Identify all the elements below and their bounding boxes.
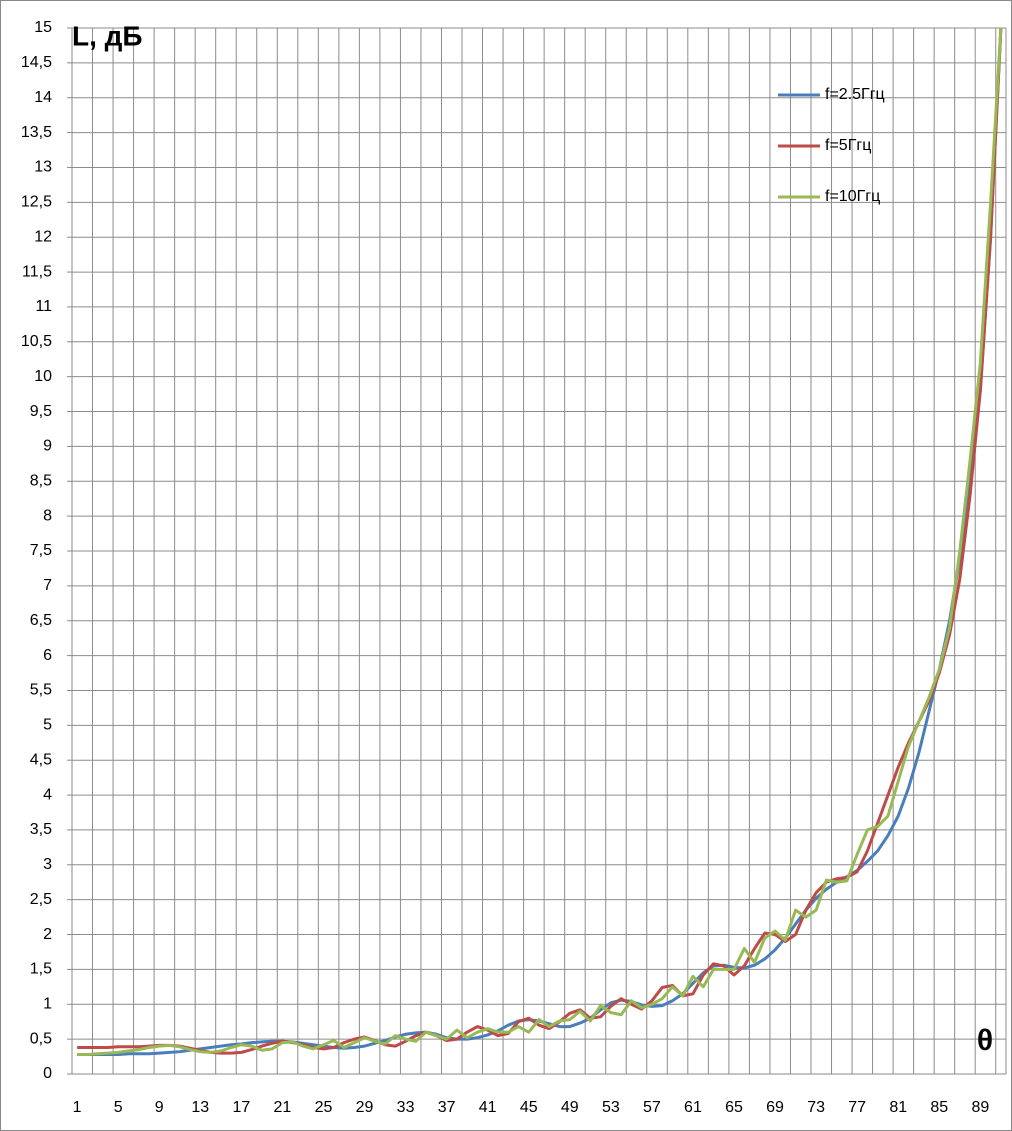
x-axis-label: θ [977, 1024, 993, 1057]
x-tick-label: 45 [520, 1099, 538, 1116]
x-tick-label: 37 [438, 1099, 456, 1116]
x-tick-label: 89 [971, 1099, 989, 1116]
x-tick-label: 77 [848, 1099, 866, 1116]
legend-label: f=10Ггц [825, 188, 880, 205]
y-tick-label: 7,5 [30, 542, 52, 559]
x-tick-label: 85 [930, 1099, 948, 1116]
y-tick-label: 3 [43, 856, 52, 873]
x-tick-label: 5 [114, 1099, 123, 1116]
x-tick-label: 21 [274, 1099, 292, 1116]
x-tick-label: 57 [643, 1099, 661, 1116]
x-tick-label: 13 [191, 1099, 209, 1116]
x-tick-label: 53 [602, 1099, 620, 1116]
y-tick-label: 8 [43, 507, 52, 524]
y-tick-label: 12 [34, 228, 52, 245]
x-tick-label: 61 [684, 1099, 702, 1116]
legend-label: f=5Ггц [825, 137, 871, 154]
series-line [77, 27, 1003, 1056]
y-tick-label: 14,5 [21, 54, 52, 71]
x-tick-label: 33 [397, 1099, 415, 1116]
y-tick-label: 4 [43, 786, 52, 803]
y-tick-label: 5,5 [30, 682, 52, 699]
y-tick-label: 10 [34, 368, 52, 385]
x-tick-label: 81 [889, 1099, 907, 1116]
y-tick-label: 11 [35, 298, 52, 315]
y-tick-label: 11,5 [22, 263, 52, 280]
y-tick-label: 0,5 [30, 1030, 52, 1047]
legend-label: f=2.5Ггц [825, 86, 885, 103]
x-tick-label: 73 [807, 1099, 825, 1116]
y-tick-label: 1 [43, 995, 52, 1012]
y-tick-label: 9 [43, 438, 52, 455]
y-tick-label: 5 [43, 717, 52, 734]
y-tick-label: 2 [43, 926, 52, 943]
y-tick-label: 2,5 [30, 891, 52, 908]
y-tick-label: 3,5 [30, 821, 52, 838]
y-tick-label: 7 [43, 577, 52, 594]
y-axis-label: L, дБ [72, 20, 143, 51]
x-tick-label: 9 [155, 1099, 164, 1116]
x-tick-label: 1 [73, 1099, 82, 1116]
x-tick-label: 17 [232, 1099, 250, 1116]
x-tick-label: 49 [561, 1099, 579, 1116]
y-tick-label: 6,5 [30, 612, 52, 629]
x-tick-label: 41 [479, 1099, 497, 1116]
x-tick-label: 69 [766, 1099, 784, 1116]
y-tick-label: 15 [34, 19, 52, 36]
y-tick-label: 1,5 [30, 961, 52, 978]
y-tick-label: 9,5 [30, 403, 52, 420]
x-tick-label: 25 [315, 1099, 333, 1116]
y-tick-label: 13 [34, 159, 52, 176]
y-tick-label: 0 [43, 1065, 52, 1082]
x-tick-label: 65 [725, 1099, 743, 1116]
x-tick-label: 29 [356, 1099, 374, 1116]
y-tick-label: 10,5 [21, 333, 52, 350]
y-tick-label: 14 [34, 89, 52, 106]
y-tick-label: 4,5 [30, 751, 52, 768]
y-tick-label: 12,5 [21, 194, 52, 211]
y-tick-label: 8,5 [30, 472, 52, 489]
y-tick-label: 13,5 [21, 124, 52, 141]
y-tick-label: 6 [43, 647, 52, 664]
